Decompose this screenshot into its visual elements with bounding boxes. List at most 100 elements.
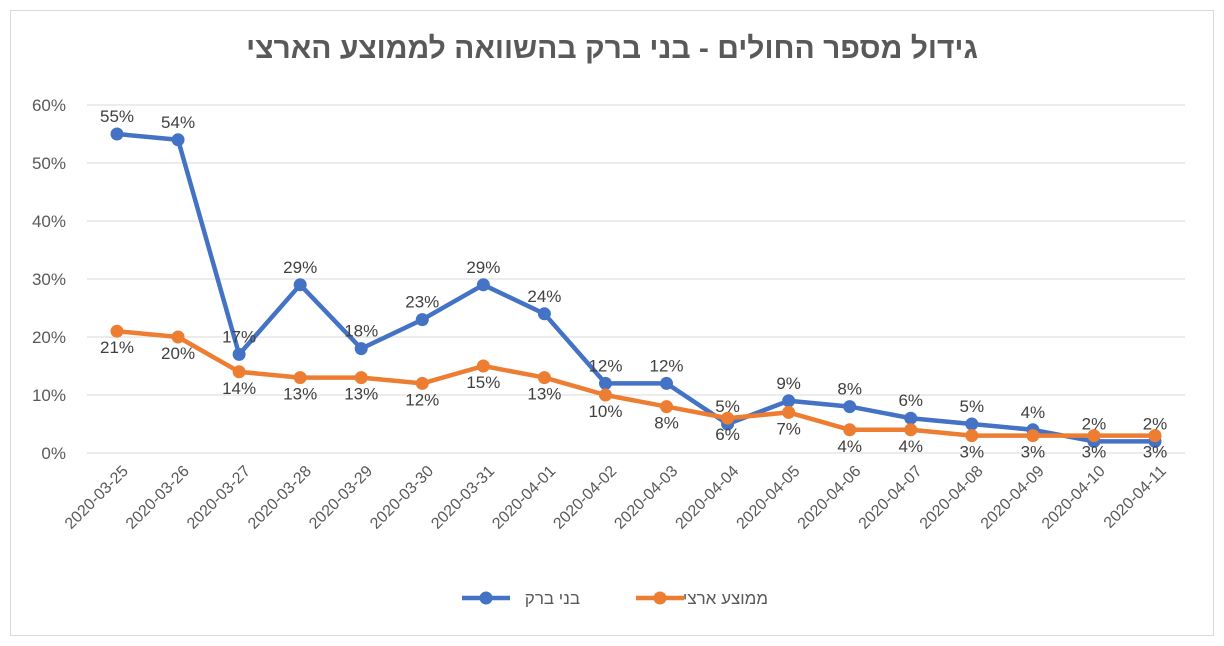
data-label: 54% bbox=[161, 113, 195, 132]
data-label: 4% bbox=[1021, 403, 1046, 422]
data-label: 23% bbox=[405, 293, 439, 312]
legend-label: בני ברק bbox=[525, 589, 580, 608]
x-tick-label: 2020-03-26 bbox=[123, 463, 193, 533]
data-point bbox=[598, 376, 612, 390]
data-point bbox=[110, 127, 124, 141]
data-point bbox=[660, 400, 674, 414]
chart-frame bbox=[10, 10, 1214, 636]
y-tick-label: 60% bbox=[32, 96, 66, 115]
data-label: 13% bbox=[283, 385, 317, 404]
x-tick-label: 2020-03-29 bbox=[306, 463, 376, 533]
y-tick-label: 40% bbox=[32, 212, 66, 231]
data-label: 4% bbox=[898, 437, 923, 456]
chart-title: גידול מספר החולים - בני ברק בהשוואה לממו… bbox=[246, 32, 978, 65]
data-point bbox=[354, 371, 368, 385]
x-tick-label: 2020-04-10 bbox=[1039, 463, 1109, 533]
data-point bbox=[354, 342, 368, 356]
data-label: 29% bbox=[466, 258, 500, 277]
data-label: 7% bbox=[776, 419, 801, 438]
data-point bbox=[415, 313, 429, 327]
data-label: 4% bbox=[837, 437, 862, 456]
x-tick-label: 2020-04-06 bbox=[795, 463, 865, 533]
series-line-1 bbox=[116, 328, 1155, 438]
data-point bbox=[598, 388, 612, 402]
data-label: 8% bbox=[654, 414, 679, 433]
x-tick-label: 2020-04-02 bbox=[550, 463, 620, 533]
data-label: 5% bbox=[960, 397, 985, 416]
data-label: 6% bbox=[715, 425, 740, 444]
data-label: 10% bbox=[588, 402, 622, 421]
data-label: 12% bbox=[650, 356, 684, 375]
data-label: 55% bbox=[100, 107, 134, 126]
data-label: 6% bbox=[898, 391, 923, 410]
data-point bbox=[537, 371, 551, 385]
y-tick-label: 30% bbox=[32, 270, 66, 289]
data-label: 29% bbox=[283, 258, 317, 277]
data-point bbox=[904, 423, 918, 437]
data-label: 14% bbox=[222, 379, 256, 398]
data-point bbox=[965, 417, 979, 431]
x-tick-label: 2020-03-28 bbox=[245, 463, 315, 533]
data-point bbox=[965, 429, 979, 443]
legend-marker bbox=[653, 591, 667, 605]
data-point bbox=[721, 411, 735, 425]
x-tick-label: 2020-04-08 bbox=[917, 463, 987, 533]
data-point bbox=[1148, 429, 1162, 443]
x-tick-label: 2020-04-09 bbox=[978, 463, 1048, 533]
data-label: 12% bbox=[405, 390, 439, 409]
data-label: 2% bbox=[1082, 414, 1107, 433]
data-label: 9% bbox=[776, 374, 801, 393]
legend-label: ממוצע ארצי bbox=[683, 589, 768, 608]
y-tick-label: 10% bbox=[32, 386, 66, 405]
data-label: 21% bbox=[100, 338, 134, 357]
y-tick-label: 0% bbox=[41, 444, 66, 463]
series-line-0 bbox=[116, 131, 1155, 444]
data-label: 24% bbox=[527, 287, 561, 306]
x-tick-label: 2020-04-05 bbox=[734, 463, 804, 533]
data-point bbox=[904, 411, 918, 425]
data-label: 17% bbox=[222, 327, 256, 346]
data-point bbox=[171, 330, 185, 344]
y-tick-label: 20% bbox=[32, 328, 66, 347]
data-label: 20% bbox=[161, 344, 195, 363]
data-point bbox=[415, 376, 429, 390]
x-tick-label: 2020-03-27 bbox=[184, 463, 254, 533]
data-label: 3% bbox=[1021, 443, 1046, 462]
data-label: 2% bbox=[1143, 414, 1168, 433]
data-label: 13% bbox=[344, 385, 378, 404]
data-point bbox=[782, 394, 796, 408]
data-label: 3% bbox=[960, 443, 985, 462]
data-label: 3% bbox=[1082, 443, 1107, 462]
x-tick-label: 2020-04-07 bbox=[856, 463, 926, 533]
y-tick-label: 50% bbox=[32, 154, 66, 173]
x-tick-label: 2020-03-31 bbox=[428, 463, 498, 533]
data-point bbox=[1087, 429, 1101, 443]
data-point bbox=[476, 278, 490, 292]
x-tick-label: 2020-04-11 bbox=[1101, 463, 1170, 532]
data-point bbox=[843, 400, 857, 414]
x-tick-label: 2020-04-03 bbox=[611, 463, 681, 533]
legend-marker bbox=[479, 591, 493, 605]
data-label: 18% bbox=[344, 322, 378, 341]
data-point bbox=[232, 347, 246, 361]
data-point bbox=[843, 423, 857, 437]
data-point bbox=[293, 371, 307, 385]
data-point bbox=[537, 307, 551, 321]
x-tick-label: 2020-03-30 bbox=[367, 463, 437, 533]
data-label: 12% bbox=[588, 356, 622, 375]
data-label: 5% bbox=[715, 397, 740, 416]
x-tick-label: 2020-04-01 bbox=[489, 463, 559, 533]
x-tick-label: 2020-04-04 bbox=[673, 463, 743, 533]
data-point bbox=[476, 359, 490, 373]
data-point bbox=[232, 365, 246, 379]
x-tick-label: 2020-03-25 bbox=[62, 463, 132, 533]
data-point bbox=[782, 405, 796, 419]
data-point bbox=[1026, 429, 1040, 443]
data-label: 8% bbox=[837, 380, 862, 399]
data-point bbox=[293, 278, 307, 292]
data-label: 15% bbox=[466, 373, 500, 392]
data-point bbox=[660, 376, 674, 390]
data-label: 3% bbox=[1143, 443, 1168, 462]
data-point bbox=[171, 133, 185, 147]
